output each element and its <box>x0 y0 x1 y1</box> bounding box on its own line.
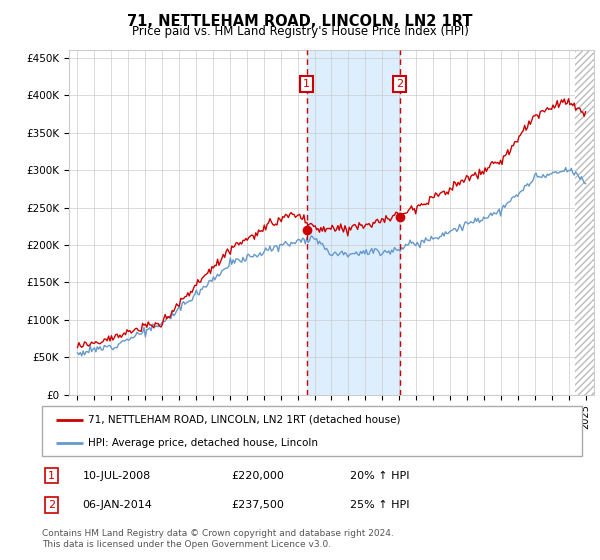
Bar <box>307 50 400 395</box>
Text: 2: 2 <box>48 500 55 510</box>
Text: 20% ↑ HPI: 20% ↑ HPI <box>350 470 409 480</box>
Text: Contains HM Land Registry data © Crown copyright and database right 2024.
This d: Contains HM Land Registry data © Crown c… <box>42 529 394 549</box>
Text: 71, NETTLEHAM ROAD, LINCOLN, LN2 1RT: 71, NETTLEHAM ROAD, LINCOLN, LN2 1RT <box>127 14 473 29</box>
FancyBboxPatch shape <box>42 406 582 456</box>
Text: HPI: Average price, detached house, Lincoln: HPI: Average price, detached house, Linc… <box>88 438 318 448</box>
Text: 10-JUL-2008: 10-JUL-2008 <box>83 470 151 480</box>
Text: 25% ↑ HPI: 25% ↑ HPI <box>350 500 409 510</box>
Text: 06-JAN-2014: 06-JAN-2014 <box>83 500 152 510</box>
Text: 1: 1 <box>48 470 55 480</box>
Text: Price paid vs. HM Land Registry's House Price Index (HPI): Price paid vs. HM Land Registry's House … <box>131 25 469 38</box>
Text: 71, NETTLEHAM ROAD, LINCOLN, LN2 1RT (detached house): 71, NETTLEHAM ROAD, LINCOLN, LN2 1RT (de… <box>88 414 400 424</box>
Text: 2: 2 <box>396 79 403 89</box>
Bar <box>575 50 594 395</box>
Text: 1: 1 <box>303 79 310 89</box>
Bar <box>575 50 594 395</box>
Text: £237,500: £237,500 <box>231 500 284 510</box>
Text: £220,000: £220,000 <box>231 470 284 480</box>
